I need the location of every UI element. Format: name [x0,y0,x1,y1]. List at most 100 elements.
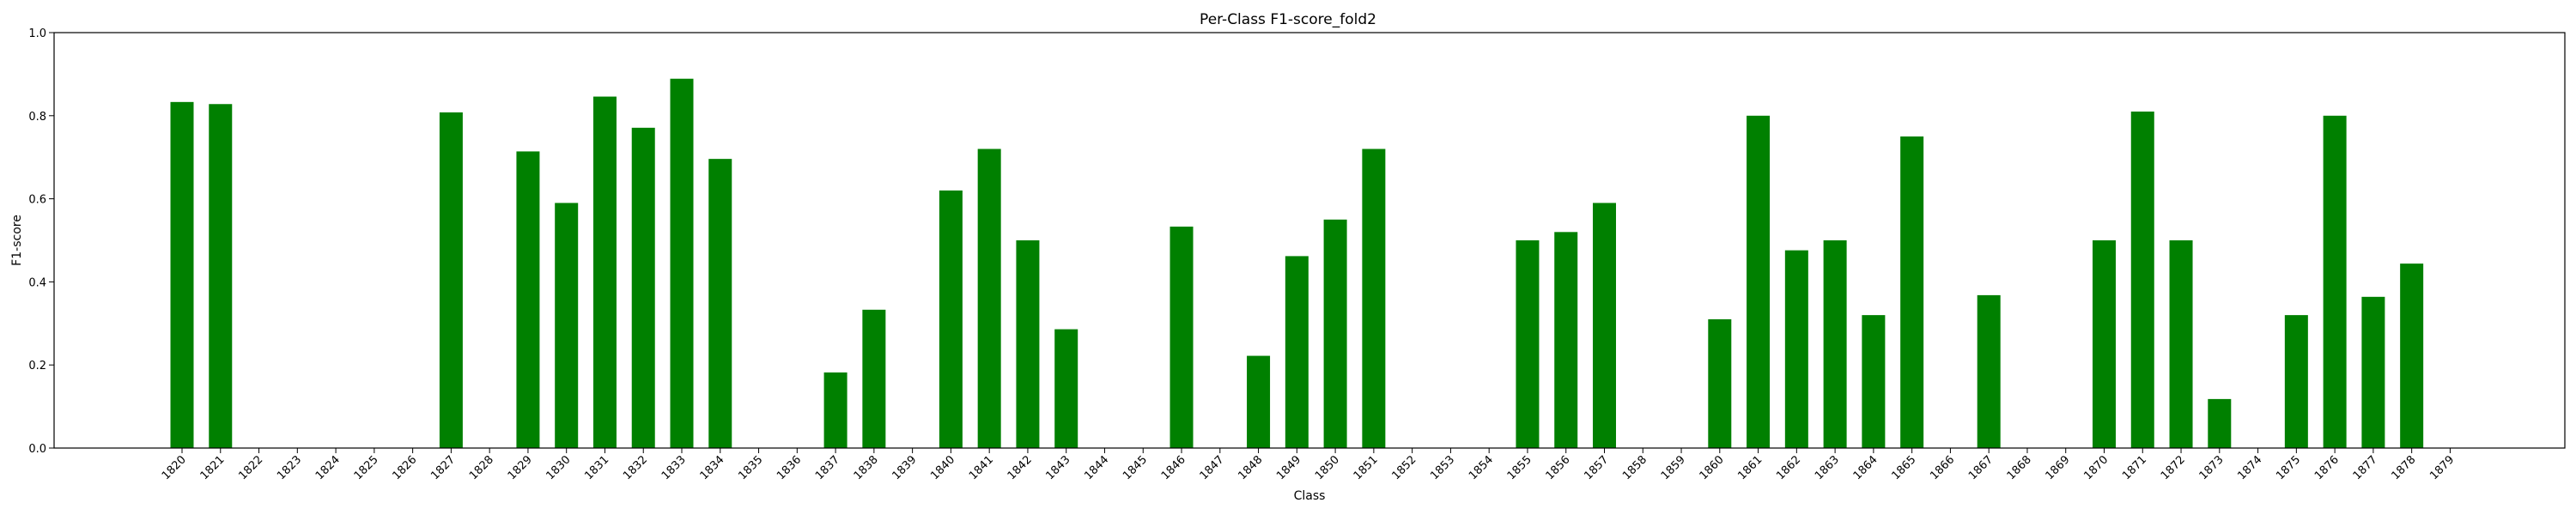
bar-1833 [670,78,694,448]
x-tick-label-1853: 1853 [1428,453,1457,482]
bar-1829 [516,151,540,449]
x-tick-label-1836: 1836 [775,453,804,482]
x-tick-label-1849: 1849 [1274,453,1303,482]
x-tick-label-1860: 1860 [1698,453,1727,482]
y-axis-label: F1-score [10,215,24,266]
bar-1870 [2093,240,2116,448]
bar-1831 [592,96,617,448]
x-tick-label-1838: 1838 [852,453,881,482]
x-tick-label-1840: 1840 [928,453,957,482]
x-tick-label-1830: 1830 [544,453,574,482]
x-tick-label-1833: 1833 [659,453,689,482]
bar-1857 [1592,203,1616,448]
bar-1848 [1247,355,1271,448]
bars [170,78,2424,449]
bar-1837 [823,372,848,448]
bar-1867 [1977,294,2001,448]
x-tick-label-1865: 1865 [1889,453,1918,482]
x-tick-label-1863: 1863 [1813,453,1842,482]
x-tick-label-1876: 1876 [2312,453,2342,482]
x-tick-label-1846: 1846 [1159,453,1188,482]
bar-1849 [1285,256,1309,448]
x-tick-label-1879: 1879 [2427,453,2457,482]
bar-1827 [439,112,463,448]
x-tick-label-1856: 1856 [1544,453,1573,482]
x-tick-label-1852: 1852 [1389,453,1419,482]
x-tick-label-1855: 1855 [1505,453,1534,482]
x-tick-label-1824: 1824 [313,453,343,482]
x-tick-label-1866: 1866 [1928,453,1957,482]
bar-1864 [1862,315,1886,448]
bar-1851 [1362,148,1386,448]
bar-1875 [2284,315,2308,448]
x-tick-label-1845: 1845 [1121,453,1150,482]
bar-1878 [2400,264,2424,448]
x-tick-label-1831: 1831 [582,453,611,482]
x-tick-label-1848: 1848 [1236,453,1265,482]
y-tick-label: 0.2 [28,360,46,373]
bar-1876 [2323,115,2347,449]
x-axis: 1820 1821 1822 1823 1824 1825 1826 1827 1828 1829… [160,448,2457,482]
x-tick-label-1821: 1821 [198,453,228,482]
bar-1843 [1054,329,1078,448]
y-tick-label: 0.0 [28,443,46,456]
y-tick-label: 1.0 [28,27,46,40]
x-tick-label-1828: 1828 [467,453,496,482]
x-tick-label-1827: 1827 [428,453,458,482]
x-tick-label-1862: 1862 [1774,453,1803,482]
bar-1865 [1900,136,1924,448]
bar-1850 [1323,219,1347,449]
x-tick-label-1825: 1825 [352,453,381,482]
x-tick-label-1873: 1873 [2197,453,2227,482]
x-tick-label-1874: 1874 [2235,453,2264,482]
bar-1877 [2361,296,2385,448]
bar-1860 [1708,318,1732,448]
x-tick-label-1842: 1842 [1005,453,1035,482]
x-tick-label-1854: 1854 [1467,453,1496,482]
x-axis-label: Class [1294,489,1326,503]
x-tick-label-1869: 1869 [2044,453,2073,482]
bar-1862 [1784,250,1808,448]
x-tick-label-1841: 1841 [967,453,996,482]
x-tick-label-1834: 1834 [698,453,727,482]
bar-1842 [1016,240,1040,448]
x-tick-label-1851: 1851 [1352,453,1381,482]
bar-1820 [170,101,194,448]
x-tick-label-1858: 1858 [1620,453,1649,482]
chart-title: Per-Class F1-score_fold2 [1200,11,1376,28]
x-tick-label-1839: 1839 [890,453,919,482]
x-tick-label-1878: 1878 [2389,453,2418,482]
bar-1873 [2208,398,2232,448]
x-tick-label-1832: 1832 [621,453,650,482]
bar-1855 [1516,240,1540,448]
x-tick-label-1871: 1871 [2120,453,2149,482]
x-tick-label-1872: 1872 [2159,453,2188,482]
x-tick-label-1857: 1857 [1582,453,1611,482]
bar-1841 [977,148,1001,448]
bar-1838 [862,309,886,448]
bar-1872 [2169,240,2193,448]
x-tick-label-1837: 1837 [813,453,842,482]
x-tick-label-1868: 1868 [2005,453,2034,482]
x-tick-label-1847: 1847 [1198,453,1227,482]
bar-1856 [1554,232,1578,448]
bar-1863 [1823,240,1847,448]
x-tick-label-1843: 1843 [1044,453,1073,482]
bar-1830 [555,203,579,448]
bar-1871 [2130,111,2154,448]
bar-1846 [1170,227,1194,448]
x-tick-label-1859: 1859 [1659,453,1688,482]
x-tick-label-1820: 1820 [160,453,189,482]
x-tick-label-1870: 1870 [2081,453,2111,482]
x-tick-label-1864: 1864 [1851,453,1880,482]
bar-1834 [708,159,732,448]
x-tick-label-1844: 1844 [1082,453,1111,482]
x-tick-label-1861: 1861 [1735,453,1765,482]
y-tick-label: 0.4 [28,276,46,289]
bar-1821 [209,104,233,448]
y-tick-label: 0.6 [28,194,46,207]
x-tick-label-1835: 1835 [736,453,765,482]
x-tick-label-1867: 1867 [1966,453,1996,482]
plot-frame [53,32,2566,449]
